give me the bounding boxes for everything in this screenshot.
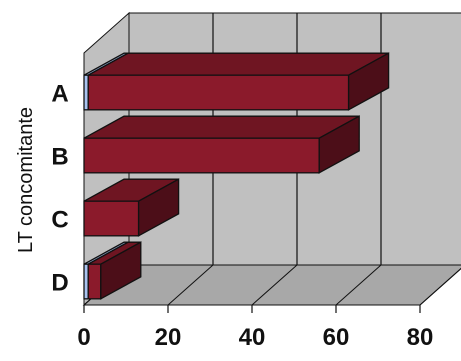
bar (87, 74, 350, 111)
bar-end (137, 178, 180, 237)
bar (83, 200, 140, 237)
bar (83, 137, 320, 174)
category-labels: A B C D (51, 81, 68, 297)
bar-end (100, 241, 142, 300)
x-tick-label: 0 (77, 324, 90, 351)
bar-end (318, 115, 360, 174)
category-label: A (51, 81, 68, 108)
y-axis-label: LT concomitante (15, 107, 37, 253)
category-label: D (51, 270, 68, 297)
x-tick-label: 80 (407, 324, 434, 351)
category-label: B (51, 144, 68, 171)
category-label: C (51, 207, 68, 234)
bar-top (87, 52, 389, 76)
bar-top (83, 115, 360, 139)
floor-gridline (419, 267, 461, 306)
floor-gridline (251, 264, 298, 306)
x-tick-label: 20 (155, 324, 182, 351)
floor-gridline (167, 264, 214, 306)
bar-end (347, 52, 390, 111)
x-tick-label: 40 (239, 324, 266, 351)
floor-gridline (335, 264, 382, 306)
bars (83, 52, 390, 300)
x-tick-labels: 0 20 40 60 80 (77, 324, 433, 351)
bar (87, 263, 102, 300)
x-tick-label: 60 (323, 324, 350, 351)
